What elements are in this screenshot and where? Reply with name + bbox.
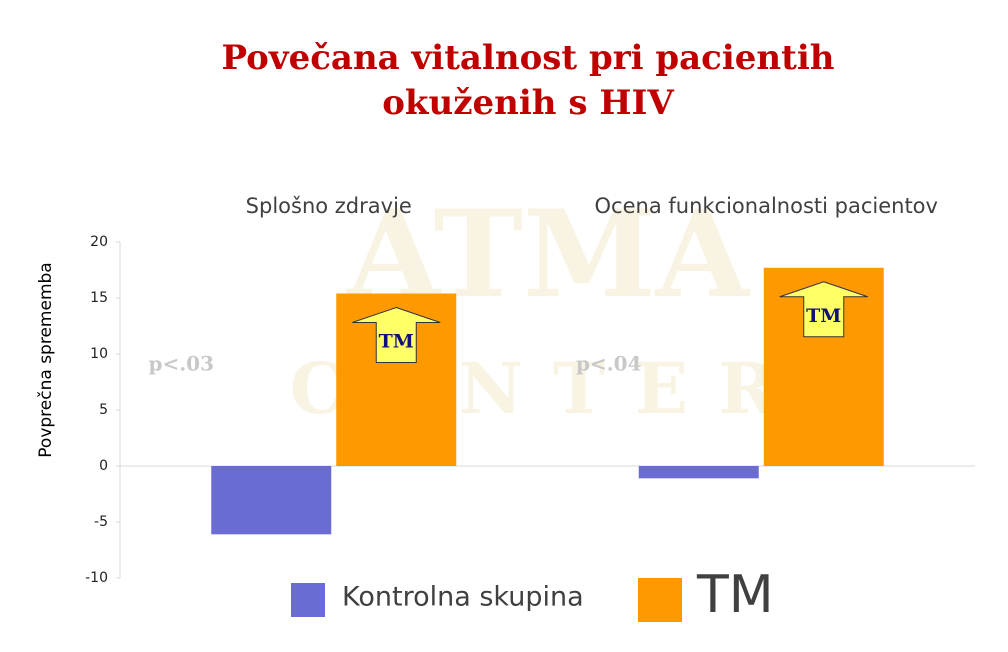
y-tick-label: 10 [90, 346, 108, 362]
legend-swatch [638, 578, 682, 622]
y-axis-label: Povprečna sprememba [36, 262, 56, 457]
legend-label: Kontrolna skupina [342, 582, 584, 613]
arrow-label: TM [379, 331, 414, 353]
arrow-label: TM [806, 305, 841, 327]
chart-title: Povečana vitalnost pri pacientih [222, 38, 835, 78]
y-tick-label: 20 [90, 234, 108, 250]
y-tick-label: -10 [85, 570, 108, 586]
y-tick-label: -5 [94, 514, 108, 530]
bar [211, 466, 332, 535]
y-tick-label: 0 [99, 458, 108, 474]
arrow-icon [779, 281, 868, 338]
y-tick-label: 15 [90, 290, 108, 306]
chart-title: okuženih s HIV [382, 83, 674, 123]
bar [638, 466, 759, 479]
arrow-icon [352, 306, 441, 364]
category-label: Splošno zdravje [246, 194, 412, 218]
y-tick-label: 5 [99, 402, 108, 418]
legend-swatch [291, 583, 325, 617]
annotation: p<.04 [576, 352, 642, 376]
category-label: Ocena funkcionalnosti pacientov [595, 194, 938, 218]
legend-label: TM [696, 565, 774, 625]
annotation: p<.03 [148, 352, 214, 376]
